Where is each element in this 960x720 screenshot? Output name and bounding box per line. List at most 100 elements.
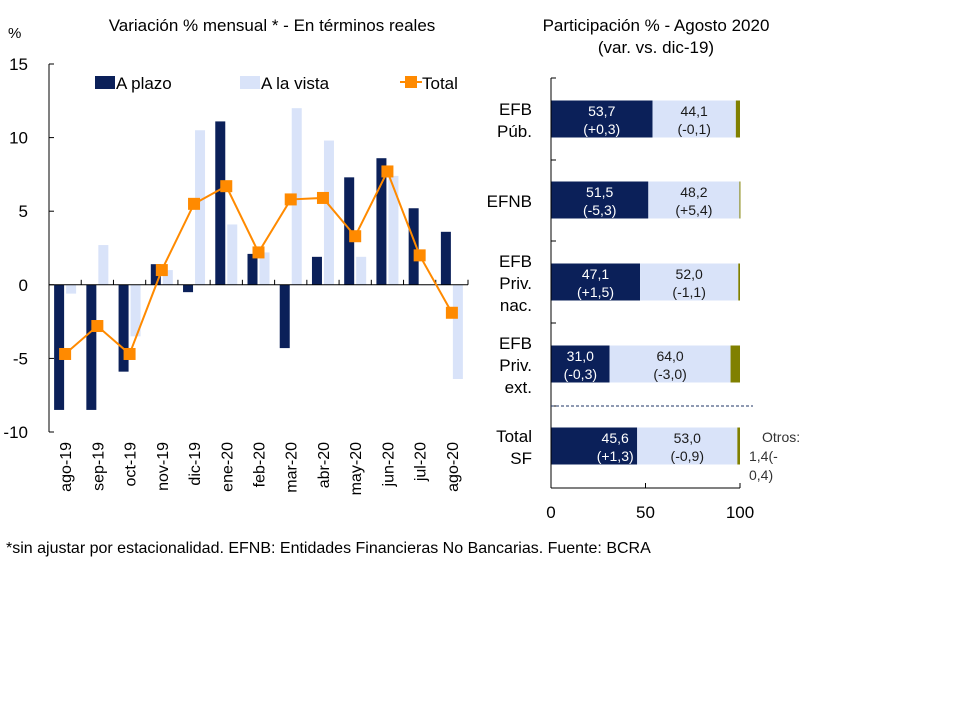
monthly-variation-chart: Variación % mensual * - En términos real… [3, 16, 469, 495]
bar-value-label: 47,1 [582, 266, 609, 282]
left-bars [54, 108, 463, 410]
right-category-labels: EFB Púb. EFNB EFB Priv. nac. EFB Priv. ext. Total… [487, 100, 532, 468]
legend-marker-total [405, 76, 417, 88]
bar-a-la-vista [356, 256, 367, 285]
annotation-line: 0,4) [749, 467, 773, 483]
x-tick-label: mar-20 [284, 442, 301, 493]
x-tick-label: ene-20 [219, 442, 236, 492]
bar-a-plazo [86, 284, 97, 410]
bar-change-label: (-1,1) [672, 284, 705, 300]
bar-a-la-vista [452, 284, 463, 380]
bar-value-label: 53,7 [588, 103, 615, 119]
x-tick-label: abr-20 [316, 442, 333, 488]
x-tick-label: jun-20 [380, 442, 397, 488]
total-marker [413, 249, 426, 262]
category-label: ext. [505, 378, 532, 397]
legend-label-plazo: A plazo [116, 74, 172, 93]
bar-segment-a-la-vista [652, 100, 736, 138]
right-x-axis-ticks: 0 50 100 [546, 483, 754, 522]
y-tick-label: 0 [19, 276, 28, 295]
x-tick-label: jul-20 [413, 442, 430, 482]
bar-segment-a-la-vista [648, 181, 740, 219]
category-label: EFB [499, 334, 532, 353]
category-label: SF [510, 449, 532, 468]
x-tick-label: 0 [546, 503, 555, 522]
bar-change-label: (+1,3) [597, 448, 634, 464]
bar-change-label: (-0,9) [671, 448, 704, 464]
bar-change-label: (-5,3) [583, 202, 616, 218]
total-marker [123, 347, 136, 360]
bar-a-plazo [279, 284, 290, 349]
bar-value-label: 51,5 [586, 184, 613, 200]
x-tick-label: may-20 [348, 442, 365, 495]
bar-segment-otros [739, 181, 741, 219]
left-chart-title: Variación % mensual * - En términos real… [109, 16, 436, 35]
bar-change-label: (+1,5) [577, 284, 614, 300]
bar-segment-otros [737, 427, 740, 465]
bar-a-plazo [440, 231, 451, 285]
category-label: Priv. [499, 274, 532, 293]
category-label: Púb. [497, 122, 532, 141]
bar-change-label: (+0,3) [583, 121, 620, 137]
x-tick-label: oct-19 [123, 442, 140, 487]
total-marker [316, 191, 329, 204]
right-chart-subtitle: (var. vs. dic-19) [598, 38, 714, 57]
total-marker [252, 246, 265, 259]
bar-a-plazo [247, 253, 258, 285]
bar-change-label: (-0,1) [677, 121, 710, 137]
category-label: Priv. [499, 356, 532, 375]
bar-value-label: 53,0 [674, 430, 701, 446]
bar-a-la-vista [323, 140, 334, 285]
left-y-axis-ticks: 15 10 5 0 -5 -10 [3, 55, 54, 442]
bar-value-label: 64,0 [656, 348, 683, 364]
left-x-axis-ticks [80, 279, 469, 285]
bar-a-la-vista [98, 245, 109, 285]
legend-label-total: Total [422, 74, 458, 93]
bar-a-plazo [311, 256, 322, 285]
bar-segment-a-plazo [551, 181, 649, 219]
x-tick-label: sep-19 [90, 442, 107, 491]
left-legend: A plazo A la vista Total [95, 74, 458, 93]
annotation-line: 1,4(- [749, 448, 778, 464]
x-tick-label: nov-19 [155, 442, 172, 491]
bar-a-plazo [215, 121, 226, 285]
bar-segment-a-plazo [551, 345, 610, 383]
total-marker [188, 197, 201, 210]
bar-segment-otros [730, 345, 740, 383]
y-tick-label: -10 [3, 423, 28, 442]
total-marker [349, 230, 362, 243]
y-tick-label: -5 [13, 349, 28, 368]
total-marker [445, 306, 458, 319]
bar-segment-a-la-vista [609, 345, 731, 383]
legend-swatch-plazo [95, 76, 115, 89]
bar-change-label: (+5,4) [675, 202, 712, 218]
otros-annotation: Otros: 1,4(- 0,4) [749, 429, 800, 483]
category-label: Total [496, 427, 532, 446]
total-marker [91, 320, 104, 333]
bar-value-label: 31,0 [567, 348, 594, 364]
bar-segment-a-plazo [551, 427, 638, 465]
bar-a-la-vista [259, 252, 270, 285]
bar-change-label: (-0,3) [564, 366, 597, 382]
total-marker [381, 165, 394, 178]
bar-a-la-vista [162, 270, 173, 285]
y-tick-label: 10 [9, 129, 28, 148]
left-x-axis-labels: ago-19 sep-19 oct-19 nov-19 dic-19 ene-20 feb-… [58, 442, 462, 495]
legend-swatch-vista [240, 76, 260, 89]
bar-segment-otros [738, 263, 740, 301]
bar-segment-a-plazo [551, 100, 653, 138]
participation-chart: Participación % - Agosto 2020 (var. vs. … [487, 16, 800, 522]
x-tick-label: 100 [726, 503, 754, 522]
footnote: *sin ajustar por estacionalidad. EFNB: E… [6, 540, 651, 557]
annotation-line: Otros: [762, 429, 800, 445]
bar-value-label: 48,2 [680, 184, 707, 200]
y-tick-label: 15 [9, 55, 28, 74]
category-label: nac. [500, 296, 532, 315]
bar-value-label: 45,6 [602, 430, 629, 446]
bar-a-plazo [183, 284, 194, 293]
category-label: EFB [499, 252, 532, 271]
x-tick-label: 50 [636, 503, 655, 522]
x-tick-label: ago-19 [58, 442, 75, 492]
bar-segment-a-la-vista [637, 427, 738, 465]
